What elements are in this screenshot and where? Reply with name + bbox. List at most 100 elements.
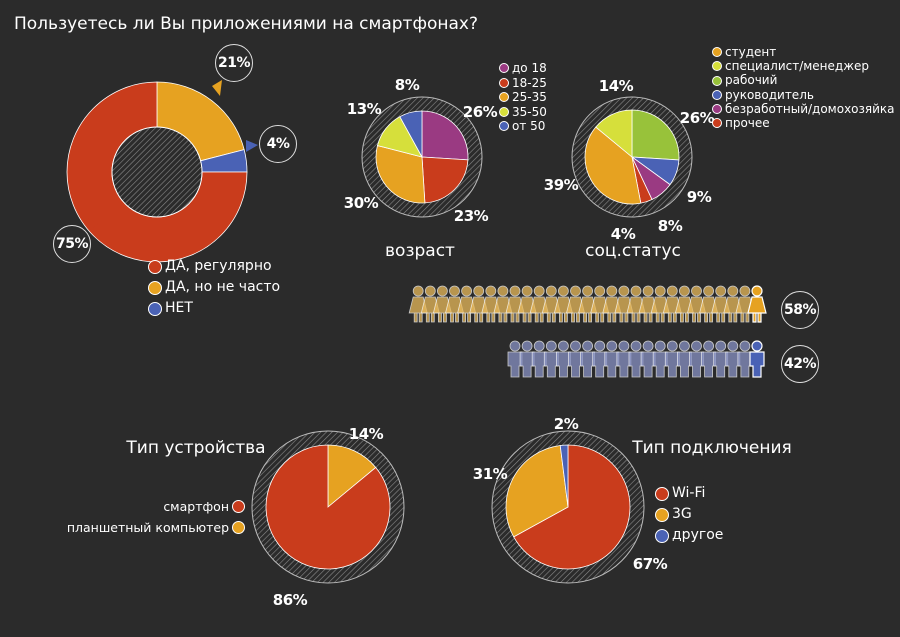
legend-label: ДА, но не часто: [165, 279, 281, 295]
male-figure-icon: [749, 340, 765, 378]
swatch-icon: [499, 63, 509, 74]
female-figure-icon: [565, 285, 586, 323]
social-label-student: 39%: [543, 176, 579, 194]
connection-label-wifi: 67%: [632, 555, 668, 573]
ring-outline: [361, 96, 483, 218]
female-figure-icon: [590, 285, 610, 323]
callout-pointer: [246, 140, 258, 152]
female-figure-icon: [626, 285, 646, 323]
legend-item: от 50: [499, 119, 547, 134]
social-chart-title: соц.статус: [585, 241, 681, 261]
female-figure-icon: [420, 285, 440, 323]
female-figure-icon: [686, 285, 707, 323]
swatch-icon: [148, 280, 162, 295]
legend-label: ДА, регулярно: [165, 258, 272, 274]
ring-outline: [491, 430, 645, 584]
male-percent-label: 42%: [781, 345, 819, 383]
swatch-icon: [655, 528, 669, 543]
usage-donut-chart: [66, 80, 258, 263]
legend-label: прочее: [725, 116, 770, 131]
female-figure-icon: [578, 285, 598, 323]
female-figure-icon: [457, 285, 477, 323]
pie-slice-25-35: [375, 145, 426, 204]
male-figure-icon: [592, 340, 608, 378]
donut-label-not-often: 21%: [215, 44, 253, 82]
swatch-icon: [655, 507, 669, 522]
swatch-icon: [499, 106, 509, 117]
legend-label: до 18: [512, 61, 547, 75]
female-figure-icon: [747, 285, 767, 323]
social-legend: студент специалист/менеджер рабочий руко…: [712, 45, 895, 130]
female-figure-icon: [735, 285, 755, 323]
legend-item: ДА, регулярно: [148, 256, 280, 277]
male-figure-icon: [628, 340, 644, 378]
male-figure-icon: [616, 340, 632, 378]
swatch-icon: [712, 75, 722, 86]
female-figure-icon: [638, 285, 658, 323]
legend-label: Wi-Fi: [672, 485, 706, 501]
legend-item: студент: [712, 45, 895, 59]
female-figure-icon: [602, 285, 622, 323]
social-label-other: 4%: [610, 225, 636, 243]
pie-slice-Wi-Fi: [513, 444, 631, 570]
legend-item: специалист/менеджер: [712, 59, 895, 73]
connection-chart-title: Тип подключения: [632, 438, 792, 458]
female-figure-icon: [517, 285, 537, 323]
swatch-icon: [232, 500, 245, 513]
legend-label: специалист/менеджер: [725, 59, 870, 74]
age-label-under18: 26%: [462, 103, 498, 121]
swatch-icon: [712, 61, 722, 72]
male-figure-icon: [664, 340, 680, 378]
swatch-icon: [148, 301, 162, 316]
legend-label: безработный/домохозяйка: [725, 101, 895, 116]
female-figure-icon: [408, 285, 428, 323]
legend-label: 25-35: [512, 90, 547, 104]
connection-label-3g: 31%: [472, 465, 508, 483]
swatch-icon: [499, 121, 509, 132]
device-type-pie-chart: [251, 430, 405, 584]
male-figure-icon: [531, 340, 547, 378]
swatch-icon: [232, 521, 245, 534]
social-label-worker: 26%: [679, 109, 715, 127]
legend-label: смартфон: [163, 499, 229, 514]
legend-item: 3G: [655, 504, 723, 525]
ring-outline: [251, 430, 405, 584]
callout-pointer: [88, 218, 98, 230]
legend-label: 18-25: [512, 75, 547, 90]
pie-slice-специалист/менеджер: [595, 109, 633, 158]
connection-type-pie-chart: [491, 430, 645, 584]
age-legend: до 18 18-25 25-35 35-50 от 50: [499, 61, 547, 134]
female-figure-icon: [699, 285, 719, 323]
female-figure-icon: [674, 285, 694, 323]
age-label-35-50: 13%: [346, 100, 382, 118]
pie-slice-до 18: [421, 110, 469, 161]
male-figure-icon: [652, 340, 668, 378]
female-figure-icon: [553, 285, 573, 323]
ring-outline: [571, 96, 693, 218]
male-figure-icon: [701, 340, 716, 378]
female-figure-icon: [469, 285, 489, 323]
male-figure-icon: [556, 340, 571, 378]
female-figure-icon: [432, 285, 452, 323]
legend-item: смартфон: [67, 496, 245, 517]
legend-label: другое: [672, 527, 724, 543]
pie-slice-рабочий: [631, 109, 680, 161]
donut-label-regularly: 75%: [53, 225, 91, 263]
swatch-icon: [712, 89, 722, 100]
legend-item: планшетный компьютер: [67, 517, 245, 538]
female-figure-icon: [662, 285, 682, 323]
pie-slice-другое: [559, 444, 569, 508]
male-figure-icon: [519, 340, 535, 378]
pie-slice-смартфон: [265, 444, 391, 570]
page-title: Пользуетесь ли Вы приложениями на смартф…: [14, 14, 478, 34]
device-label-tablet: 14%: [348, 425, 384, 443]
age-chart-title: возраст: [385, 241, 455, 261]
legend-label: руководитель: [725, 87, 814, 102]
male-figure-icon: [568, 340, 583, 378]
female-figure-icon: [481, 285, 501, 323]
female-figure-icon: [614, 285, 634, 323]
female-figure-icon: [529, 285, 549, 323]
donut-label-no: 4%: [259, 125, 297, 163]
legend-item: НЕТ: [148, 298, 280, 319]
age-label-over50: 8%: [394, 76, 420, 94]
